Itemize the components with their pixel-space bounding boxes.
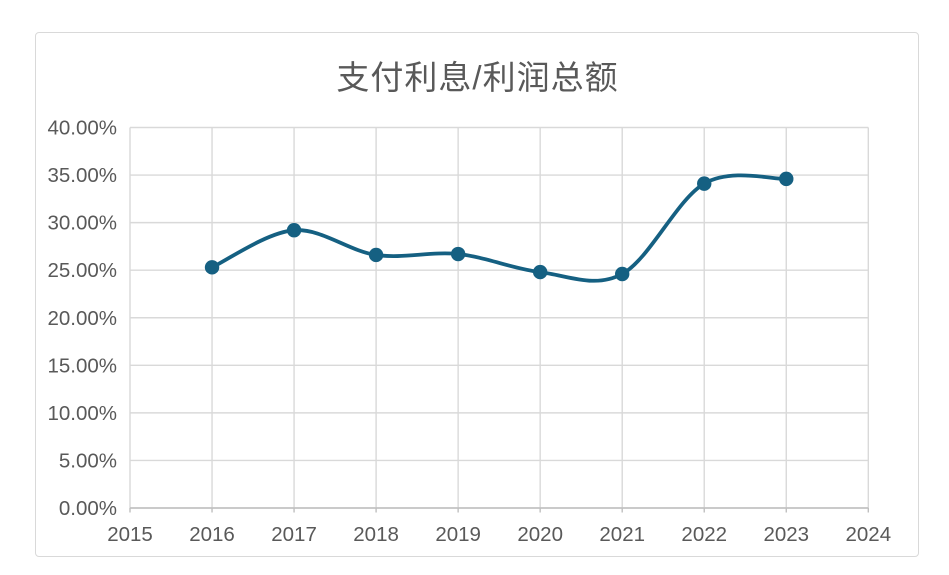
y-tick-label-10: 10.00%: [47, 402, 117, 425]
data-point-2021[interactable]: [615, 266, 630, 282]
x-tick-label-2022: 2022: [681, 523, 727, 546]
x-tick-label-2021: 2021: [599, 523, 645, 546]
data-point-2023[interactable]: [779, 171, 794, 187]
data-point-2018[interactable]: [368, 247, 384, 263]
x-tick-label-2015: 2015: [107, 523, 153, 546]
y-tick-label-25: 25.00%: [47, 259, 117, 282]
y-tick-label-15: 15.00%: [47, 354, 117, 377]
data-point-2019[interactable]: [450, 246, 466, 262]
x-tick-label-2019: 2019: [435, 523, 481, 546]
y-tick-label-5: 5.00%: [59, 449, 117, 472]
x-tick-label-2018: 2018: [353, 523, 399, 546]
data-point-2022[interactable]: [697, 176, 712, 191]
x-tick-label-2016: 2016: [189, 523, 235, 546]
x-tick-label-2020: 2020: [517, 523, 563, 546]
data-point-2020[interactable]: [532, 264, 548, 280]
data-point-2017[interactable]: [286, 223, 302, 238]
x-tick-label-2024: 2024: [845, 523, 891, 546]
series-line: [210, 173, 789, 283]
y-tick-label-40: 40.00%: [47, 117, 117, 140]
x-tick-label-2017: 2017: [271, 523, 317, 546]
y-tick-label-30: 30.00%: [47, 212, 117, 235]
chart-border: [35, 32, 919, 557]
y-tick-label-0: 0.00%: [59, 497, 117, 520]
y-tick-label-20: 20.00%: [47, 307, 117, 330]
data-point-2016[interactable]: [204, 260, 220, 275]
x-tick-label-2023: 2023: [763, 523, 809, 546]
chart-title: 支付利息/利润总额: [336, 59, 619, 96]
y-tick-label-35: 35.00%: [47, 164, 117, 187]
